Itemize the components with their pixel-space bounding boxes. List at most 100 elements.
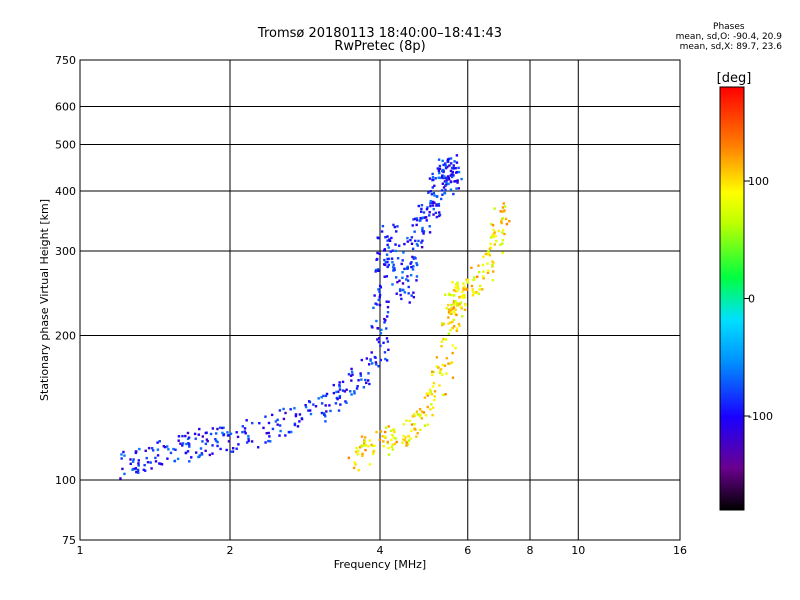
data-point	[363, 436, 367, 439]
data-point	[362, 442, 366, 445]
data-point	[415, 242, 419, 246]
x-axis-label: Frequency [MHz]	[334, 558, 426, 571]
colorbar-label: [deg]	[717, 71, 752, 86]
data-point	[405, 441, 408, 444]
data-point	[356, 384, 359, 388]
data-point	[452, 318, 455, 322]
data-point	[432, 213, 435, 216]
data-point	[420, 410, 424, 413]
data-point	[437, 158, 441, 161]
data-point	[159, 462, 162, 466]
data-point	[421, 229, 424, 233]
data-point	[464, 303, 467, 307]
data-point	[499, 243, 502, 247]
data-point	[476, 275, 479, 278]
data-point	[503, 232, 506, 236]
data-point	[339, 403, 342, 406]
data-point	[386, 260, 389, 264]
data-point	[443, 191, 447, 195]
data-point	[421, 216, 424, 219]
data-point	[441, 174, 444, 178]
data-point	[416, 244, 419, 247]
data-point	[160, 463, 164, 466]
data-point	[147, 446, 151, 450]
data-point	[274, 420, 278, 423]
data-point	[129, 462, 132, 466]
data-point	[423, 396, 427, 399]
data-point	[385, 359, 389, 362]
data-point	[452, 300, 456, 303]
data-point	[219, 447, 222, 451]
data-point	[414, 239, 417, 243]
data-point	[162, 445, 166, 448]
phases-header: Phases	[713, 22, 745, 32]
data-point	[415, 217, 419, 220]
data-point	[450, 308, 453, 312]
data-point	[444, 164, 448, 168]
data-point	[489, 236, 493, 239]
data-point	[489, 246, 493, 249]
data-point	[144, 449, 147, 453]
data-point	[401, 271, 404, 274]
data-point	[451, 344, 455, 347]
data-point	[392, 223, 395, 227]
data-point	[492, 228, 496, 232]
data-point	[501, 217, 504, 220]
data-point	[426, 405, 429, 409]
data-point	[142, 468, 145, 472]
data-point	[241, 425, 244, 428]
data-point	[197, 455, 200, 459]
data-point	[341, 389, 345, 392]
data-point	[491, 265, 494, 268]
data-point	[378, 252, 381, 256]
data-point	[322, 413, 326, 416]
data-point	[341, 380, 345, 384]
data-point	[392, 263, 395, 267]
data-point	[429, 408, 432, 411]
data-point	[284, 434, 287, 437]
data-point	[385, 275, 389, 278]
data-point	[136, 468, 140, 472]
data-point	[434, 211, 438, 215]
data-point	[308, 409, 312, 412]
data-point	[354, 450, 358, 453]
data-point	[418, 415, 422, 418]
data-point	[477, 292, 481, 296]
data-point	[442, 169, 445, 173]
data-point	[177, 439, 180, 442]
data-point	[347, 373, 351, 376]
data-point	[431, 373, 434, 377]
data-point	[428, 177, 432, 180]
data-point	[373, 444, 376, 448]
data-point	[383, 249, 386, 252]
data-point	[378, 284, 382, 288]
data-point	[267, 421, 271, 425]
data-point	[383, 351, 387, 354]
data-point	[455, 313, 458, 317]
data-point	[437, 202, 441, 206]
data-point	[428, 231, 432, 234]
data-point	[379, 332, 383, 335]
data-point	[430, 193, 434, 196]
data-point	[181, 434, 184, 438]
data-point	[298, 420, 301, 423]
data-point	[452, 174, 455, 177]
data-point	[455, 161, 459, 164]
data-point	[440, 340, 444, 343]
data-point	[173, 459, 177, 463]
data-point	[367, 445, 370, 448]
data-point	[385, 253, 389, 256]
data-point	[243, 430, 247, 433]
data-point	[454, 179, 457, 183]
data-point	[453, 325, 456, 328]
data-point	[493, 243, 497, 246]
data-point	[445, 178, 448, 182]
data-point	[278, 409, 282, 412]
data-point	[390, 236, 393, 240]
data-point	[445, 181, 448, 184]
data-point	[172, 447, 175, 451]
data-point	[432, 191, 436, 195]
data-point	[397, 244, 401, 247]
data-point	[411, 415, 415, 418]
data-point	[435, 356, 438, 359]
